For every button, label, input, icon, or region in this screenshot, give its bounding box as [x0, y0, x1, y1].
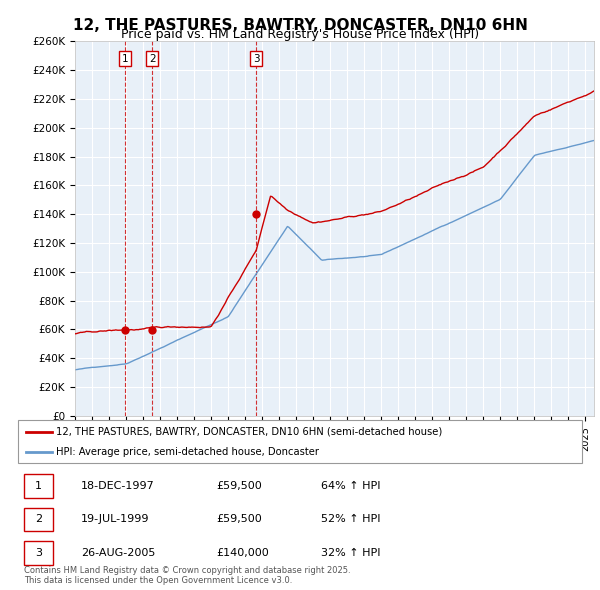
FancyBboxPatch shape	[18, 420, 582, 463]
Text: 52% ↑ HPI: 52% ↑ HPI	[321, 514, 380, 525]
Text: 64% ↑ HPI: 64% ↑ HPI	[321, 481, 380, 491]
Text: 1: 1	[122, 54, 128, 64]
Text: 2: 2	[35, 514, 42, 525]
Text: £140,000: £140,000	[216, 548, 269, 558]
Text: 32% ↑ HPI: 32% ↑ HPI	[321, 548, 380, 558]
Text: 26-AUG-2005: 26-AUG-2005	[81, 548, 155, 558]
Text: HPI: Average price, semi-detached house, Doncaster: HPI: Average price, semi-detached house,…	[56, 447, 319, 457]
Text: £59,500: £59,500	[216, 481, 262, 491]
Text: 12, THE PASTURES, BAWTRY, DONCASTER, DN10 6HN (semi-detached house): 12, THE PASTURES, BAWTRY, DONCASTER, DN1…	[56, 427, 443, 437]
Text: Contains HM Land Registry data © Crown copyright and database right 2025.
This d: Contains HM Land Registry data © Crown c…	[24, 566, 350, 585]
Text: 19-JUL-1999: 19-JUL-1999	[81, 514, 149, 525]
Text: 12, THE PASTURES, BAWTRY, DONCASTER, DN10 6HN: 12, THE PASTURES, BAWTRY, DONCASTER, DN1…	[73, 18, 527, 32]
Text: £59,500: £59,500	[216, 514, 262, 525]
Text: Price paid vs. HM Land Registry's House Price Index (HPI): Price paid vs. HM Land Registry's House …	[121, 28, 479, 41]
Text: 3: 3	[253, 54, 260, 64]
Text: 3: 3	[35, 548, 42, 558]
Text: 1: 1	[35, 481, 42, 491]
Text: 2: 2	[149, 54, 155, 64]
Text: 18-DEC-1997: 18-DEC-1997	[81, 481, 155, 491]
